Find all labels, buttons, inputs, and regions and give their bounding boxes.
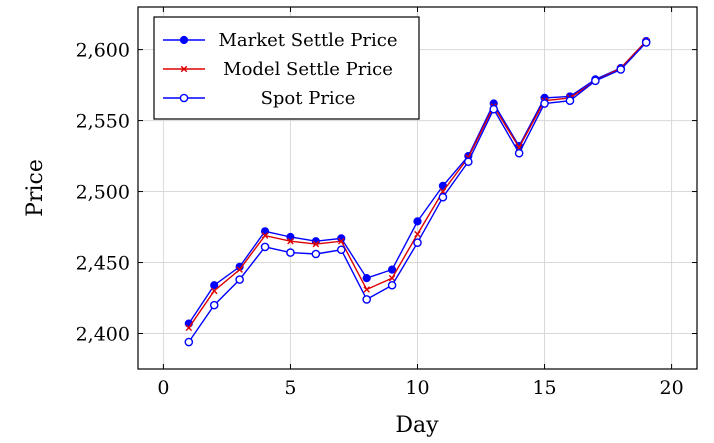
series-layer	[184, 36, 651, 347]
x-tick-label: 20	[659, 377, 683, 399]
data-point	[336, 245, 346, 255]
data-point	[235, 275, 244, 284]
data-point	[641, 38, 651, 47]
y-tick-label: 2,600	[76, 40, 130, 62]
legend-entry-market-settle-price: Market Settle Price	[163, 30, 398, 51]
data-point	[312, 240, 320, 248]
y-axis-label: Price	[23, 159, 48, 217]
x-tick-label: 5	[284, 377, 296, 399]
data-point	[413, 217, 422, 226]
data-point	[591, 76, 600, 86]
data-point	[185, 324, 193, 332]
y-tick-label: 2,400	[76, 324, 130, 346]
data-point	[184, 337, 194, 347]
data-point	[287, 237, 294, 245]
axis-ticks: 0 5 10 15 20 2,400 2,450 2,500 2,550 2,600	[76, 7, 697, 399]
legend-label: Market Settle Price	[218, 30, 397, 51]
y-tick-label: 2,450	[76, 253, 130, 275]
data-point	[387, 265, 397, 274]
legend-entry-model-settle-price: Model Settle Price	[163, 59, 393, 80]
data-point	[209, 300, 219, 310]
data-point	[565, 96, 575, 105]
data-point	[311, 249, 321, 259]
legend-marker	[179, 35, 189, 45]
data-point	[362, 274, 371, 283]
data-point	[616, 65, 626, 74]
legend-box	[153, 16, 420, 120]
data-point	[464, 157, 473, 167]
data-point	[438, 192, 448, 202]
data-point	[210, 281, 219, 290]
x-axis-label: Day	[395, 413, 439, 438]
legend-label: Spot Price	[261, 88, 356, 109]
data-point	[388, 274, 396, 282]
data-point	[489, 104, 499, 114]
legend-label: Model Settle Price	[223, 59, 393, 80]
data-point	[210, 287, 218, 295]
series-spot-price	[184, 38, 651, 347]
x-tick-label: 10	[405, 377, 429, 399]
data-point	[387, 280, 397, 290]
legend: Market Settle Price Model Settle Price Spo…	[153, 16, 420, 120]
legend-entry-spot-price: Spot Price	[163, 88, 355, 109]
data-point	[236, 266, 243, 273]
y-tick-label: 2,550	[76, 111, 130, 133]
data-point	[413, 238, 422, 247]
data-point	[414, 230, 421, 238]
x-tick-label: 0	[157, 377, 169, 399]
y-tick-label: 2,500	[76, 182, 130, 204]
data-point	[362, 295, 371, 304]
data-point	[286, 248, 295, 257]
data-point	[363, 286, 370, 293]
data-point	[514, 148, 524, 158]
data-point	[540, 99, 549, 108]
legend-marker	[179, 93, 189, 103]
x-tick-label: 15	[532, 377, 556, 399]
data-point	[261, 232, 269, 239]
data-point	[337, 237, 345, 245]
legend-marker	[180, 65, 188, 73]
data-point	[260, 242, 270, 252]
